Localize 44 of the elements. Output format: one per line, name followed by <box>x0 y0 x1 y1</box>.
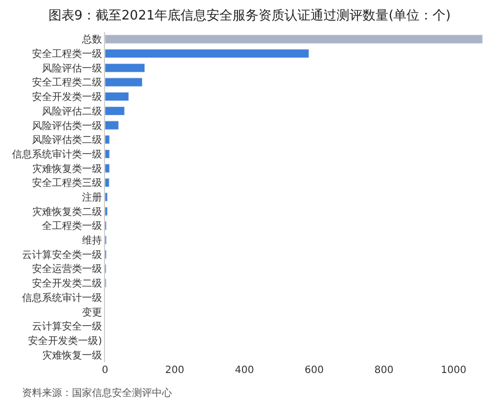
y-tick-label: 安全工程类二级 <box>32 76 102 89</box>
bar <box>105 192 108 202</box>
x-tick-label: 0 <box>102 365 108 376</box>
y-tick-label: 风险评估一级 <box>42 62 102 74</box>
bar <box>105 164 110 173</box>
chart-title: 图表9：截至2021年底信息安全服务资质认证通过测评数量(单位：个) <box>48 7 451 24</box>
y-tick-label: 安全工程类一级 <box>32 48 102 60</box>
y-tick-label: 总数 <box>81 34 102 46</box>
x-tick-label: 400 <box>234 365 254 376</box>
y-tick-label: 灾难恢复类二级 <box>32 206 102 218</box>
bar <box>105 149 110 159</box>
y-tick-label: 安全开发类一级 <box>32 91 102 104</box>
y-tick-label: 风险评估类二级 <box>32 134 102 146</box>
bar <box>105 135 110 144</box>
x-tick-label: 200 <box>165 365 184 376</box>
bar <box>105 78 143 87</box>
bar <box>105 63 145 72</box>
bar <box>105 206 108 216</box>
y-tick-label: 安全运营类一级 <box>32 263 102 276</box>
x-tick-label: 1000 <box>440 365 466 376</box>
y-tick-label: 灾难恢复一级 <box>42 349 102 362</box>
text: 资料来源：国家信息安全测评中心 <box>22 387 172 399</box>
y-tick-label: 注册 <box>82 192 102 204</box>
y-tick-label: 灾难恢复类一级 <box>32 162 102 175</box>
y-tick-label: 安全工程类三级 <box>32 177 102 190</box>
bar <box>105 92 129 102</box>
y-tick-label: 信息系统审计类一级 <box>12 148 102 160</box>
bar <box>105 34 483 44</box>
y-tick-label: 变更 <box>82 306 102 318</box>
y-tick-label: 云计算安全一级 <box>32 320 102 333</box>
bar <box>105 106 125 116</box>
bar <box>105 120 119 130</box>
y-tick-label: 全工程类一级 <box>42 220 102 232</box>
bar <box>105 178 110 188</box>
y-tick-label: 信息系统审计一级 <box>22 292 102 304</box>
x-tick-label: 600 <box>304 365 324 376</box>
y-tick-label: 风险评估二级 <box>42 105 102 118</box>
y-tick-label: 风险评估类一级 <box>32 120 102 132</box>
y-tick-label: 安全开发类二级 <box>32 278 102 290</box>
bar <box>105 48 310 58</box>
y-tick-label: 安全开发类一级) <box>28 334 102 347</box>
y-tick-label: 云计算安全类一级 <box>22 248 102 261</box>
y-tick-label: 维持 <box>82 234 102 247</box>
x-tick-label: 800 <box>374 365 394 376</box>
